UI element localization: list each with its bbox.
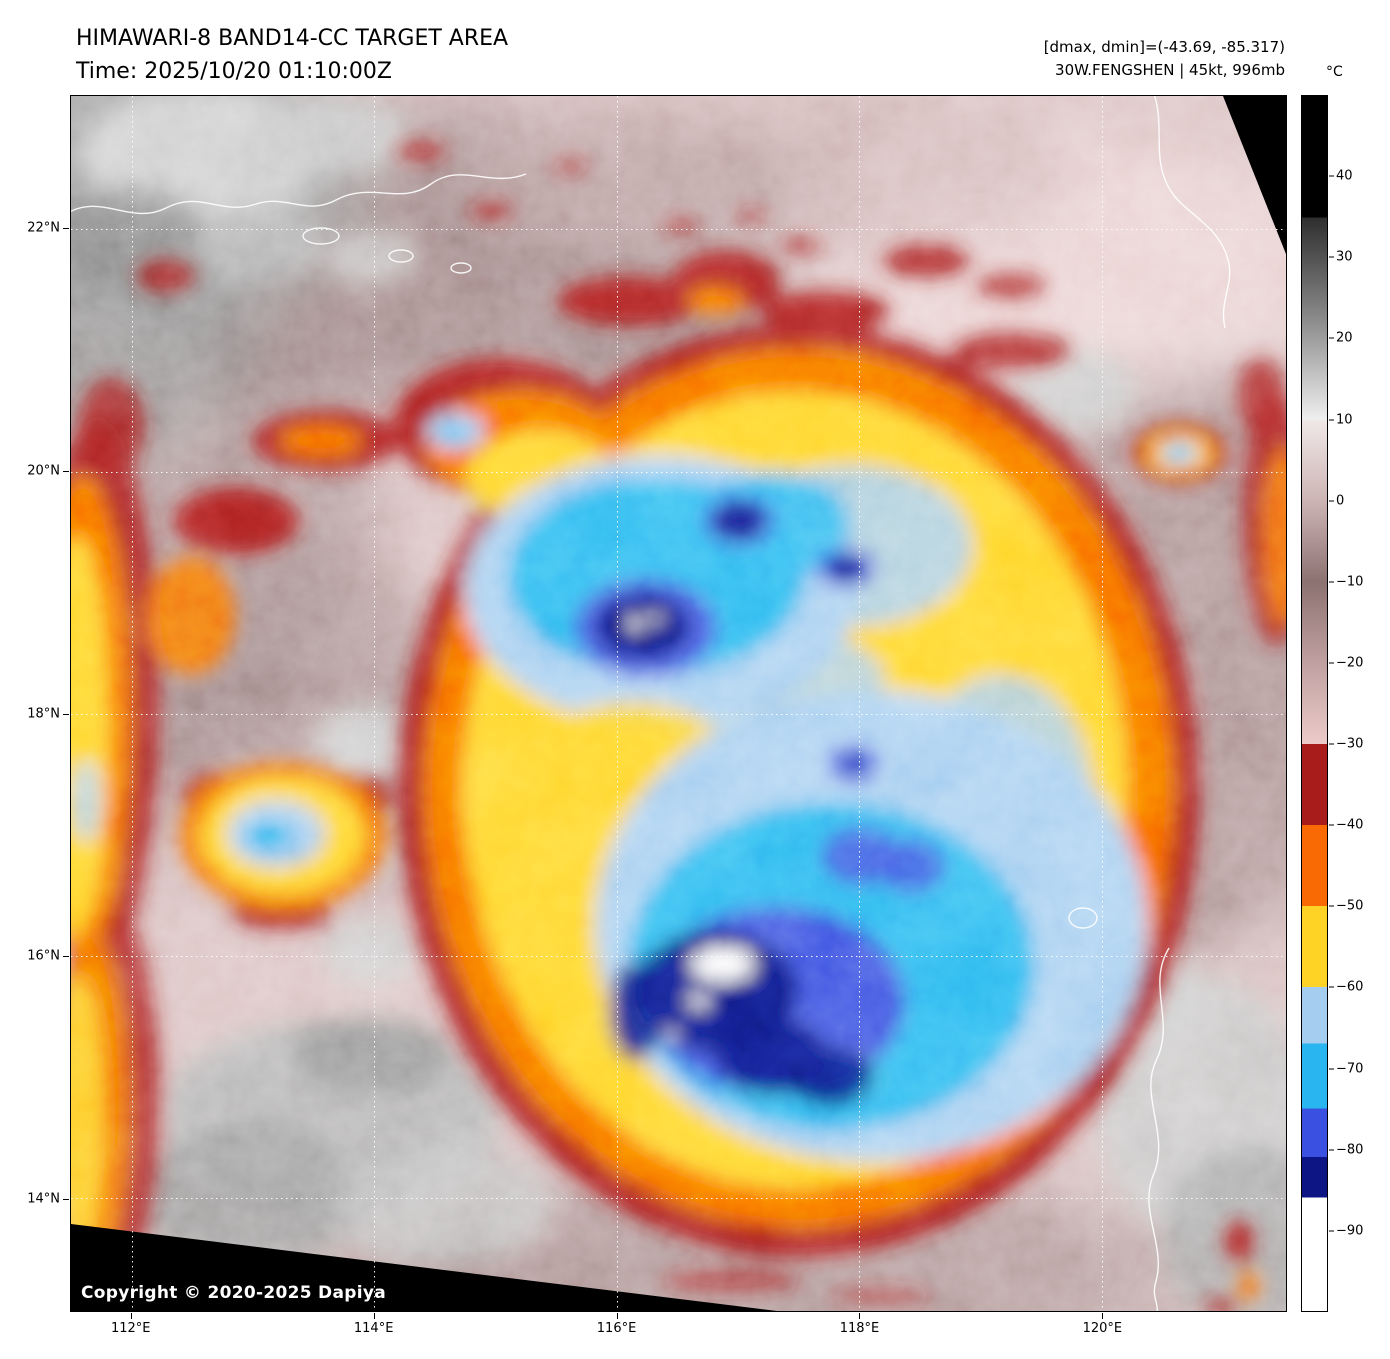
lon-tick-mark — [1102, 1313, 1104, 1319]
lat-tick-label: 16°N — [27, 948, 60, 964]
lat-tick-label: 18°N — [27, 706, 60, 722]
colorbar-tick-mark — [1329, 419, 1334, 421]
storm-info-label: 30W.FENGSHEN | 45kt, 996mb — [1055, 61, 1285, 79]
lat-tick-mark — [63, 956, 69, 958]
colorbar-tick-label: 30 — [1336, 249, 1353, 265]
lat-tick-label: 22°N — [27, 220, 60, 236]
colorbar-tick-mark — [1329, 986, 1334, 988]
colorbar-tick-mark — [1329, 175, 1334, 177]
satellite-imagery — [71, 96, 1286, 1311]
colorbar-tick-mark — [1329, 1230, 1334, 1232]
colorbar-tick-mark — [1329, 824, 1334, 826]
lat-tick-label: 20°N — [27, 463, 60, 479]
colorbar-tick-label: 20 — [1336, 330, 1353, 346]
colorbar-tick-mark — [1329, 1068, 1334, 1070]
lon-tick-label: 114°E — [353, 1321, 394, 1336]
coastlines — [71, 96, 1231, 1311]
noise-texture-fine — [71, 96, 1286, 1311]
colorbar-unit-label: °C — [1326, 64, 1343, 80]
colorbar-tick-label: −50 — [1336, 898, 1364, 914]
lat-tick-mark — [63, 228, 69, 230]
colorbar-tick-mark — [1329, 256, 1334, 258]
lon-tick-label: 118°E — [839, 1321, 880, 1336]
lat-tick-mark — [63, 471, 69, 473]
colorbar-tick-label: −40 — [1336, 817, 1364, 833]
lat-tick-mark — [63, 713, 69, 715]
figure-title: HIMAWARI-8 BAND14-CC TARGET AREA — [76, 26, 509, 51]
colorbar-tick-mark — [1329, 337, 1334, 339]
colorbar-tick-mark — [1329, 1149, 1334, 1151]
colorbar-tick-mark — [1329, 662, 1334, 664]
colorbar-tick-mark — [1329, 905, 1334, 907]
lat-tick-mark — [63, 1199, 69, 1201]
colorbar-tick-label: 10 — [1336, 412, 1353, 428]
lon-tick-label: 116°E — [596, 1321, 637, 1336]
swath-edge-black — [71, 96, 1286, 1311]
colorbar-tick-label: −80 — [1336, 1142, 1364, 1158]
colorbar-tick-mark — [1329, 743, 1334, 745]
lon-tick-mark — [373, 1313, 375, 1319]
colorbar-tick-mark — [1329, 581, 1334, 583]
figure-time: Time: 2025/10/20 01:10:00Z — [76, 59, 392, 84]
header-left: HIMAWARI-8 BAND14-CC TARGET AREA Time: 2… — [76, 22, 508, 88]
dmax-dmin-label: [dmax, dmin]=(-43.69, -85.317) — [1043, 38, 1285, 56]
colorbar-tick-mark — [1329, 500, 1334, 502]
lon-tick-mark — [130, 1313, 132, 1319]
lon-tick-label: 112°E — [110, 1321, 151, 1336]
temperature-colorbar — [1301, 95, 1328, 1312]
colorbar-tick-label: −70 — [1336, 1061, 1364, 1077]
colorbar-tick-label: 0 — [1336, 493, 1345, 509]
colorbar-tick-label: −90 — [1336, 1223, 1364, 1239]
colorbar-tick-label: −10 — [1336, 574, 1364, 590]
colorbar-tick-label: 40 — [1336, 168, 1353, 184]
lat-tick-label: 14°N — [27, 1191, 60, 1207]
header-right: [dmax, dmin]=(-43.69, -85.317) 30W.FENGS… — [1044, 36, 1285, 82]
colorbar-tick-label: −30 — [1336, 736, 1364, 752]
colorbar-tick-label: −60 — [1336, 979, 1364, 995]
lon-tick-mark — [616, 1313, 618, 1319]
copyright-label: Copyright © 2020-2025 Dapiya — [81, 1283, 386, 1303]
satellite-map: Copyright © 2020-2025 Dapiya — [70, 95, 1287, 1312]
lon-tick-label: 120°E — [1082, 1321, 1123, 1336]
lon-tick-mark — [859, 1313, 861, 1319]
colorbar-tick-label: −20 — [1336, 655, 1364, 671]
